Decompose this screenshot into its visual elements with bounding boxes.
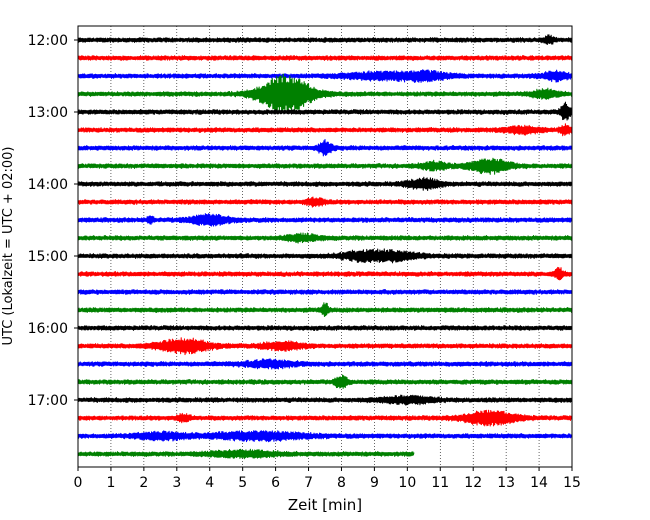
x-tick-label: 4	[205, 475, 214, 491]
x-tick-label: 0	[74, 475, 83, 491]
x-tick-label: 6	[271, 475, 280, 491]
seismogram-trace	[77, 123, 573, 137]
seismogram-trace	[77, 374, 573, 389]
seismogram-trace	[77, 358, 573, 370]
seismogram-trace	[77, 101, 573, 121]
y-tick-label: 12:00	[28, 33, 68, 49]
y-tick-label: 17:00	[28, 393, 68, 409]
x-tick-label: 9	[370, 475, 379, 491]
seismogram-trace	[77, 266, 573, 281]
x-axis: 0 1 2 3 4 5 6 7 8 9 10 11 12 13 14 15	[74, 467, 581, 491]
x-tick-label: 5	[238, 475, 247, 491]
x-tick-label: 15	[563, 475, 581, 491]
y-axis: 12:00 13:00 14:00 15:00 16:00 17:00	[28, 33, 78, 409]
seismogram-trace	[77, 176, 573, 191]
seismogram-trace	[77, 430, 573, 443]
x-tick-label: 3	[172, 475, 181, 491]
x-tick-label: 2	[139, 475, 148, 491]
y-tick-label: 16:00	[28, 321, 68, 337]
seismogram-trace	[77, 138, 573, 157]
x-tick-label: 13	[497, 475, 515, 491]
x-tick-label: 7	[304, 475, 313, 491]
seismogram-trace	[77, 394, 573, 406]
seismogram-trace	[77, 34, 573, 45]
x-tick-label: 12	[464, 475, 482, 491]
y-tick-label: 13:00	[28, 105, 68, 121]
x-tick-label: 8	[337, 475, 346, 491]
seismogram-trace	[77, 448, 415, 460]
seismogram-trace	[77, 73, 573, 114]
seismogram-trace	[77, 409, 573, 427]
x-axis-label: Zeit [min]	[288, 496, 362, 514]
seismogram-trace	[77, 232, 573, 244]
y-axis-label: UTC (Lokalzeit = UTC + 02:00)	[1, 147, 16, 346]
plot-frame	[77, 25, 573, 468]
seismogram-trace	[77, 196, 573, 208]
x-tick-label: 1	[106, 475, 115, 491]
seismogram-trace	[77, 248, 573, 264]
seismogram-trace	[77, 157, 573, 175]
seismogram-trace	[77, 69, 573, 83]
x-tick-label: 14	[530, 475, 548, 491]
seismogram-trace	[77, 337, 573, 356]
x-tick-label: 10	[398, 475, 416, 491]
seismogram-trace	[77, 302, 573, 318]
x-tick-label: 11	[431, 475, 449, 491]
seismogram-trace	[77, 213, 573, 227]
seismogram-trace	[77, 54, 573, 61]
seismogram-trace	[77, 288, 573, 295]
seismogram-trace	[77, 324, 573, 332]
y-tick-label: 14:00	[28, 177, 68, 193]
y-tick-label: 15:00	[28, 249, 68, 265]
trace-group	[77, 34, 573, 460]
